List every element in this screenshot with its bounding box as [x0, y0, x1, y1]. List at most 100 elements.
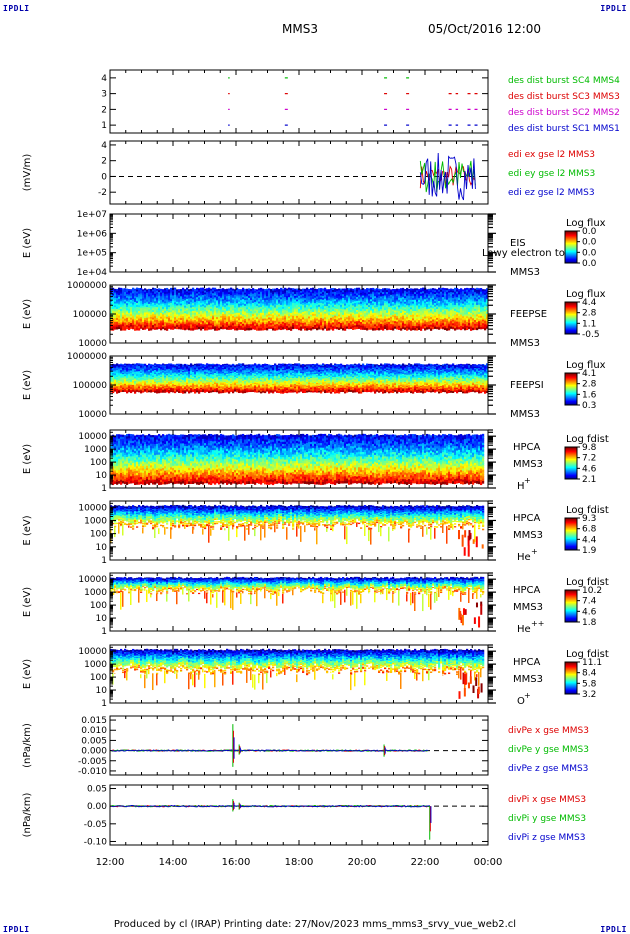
hpca_h-colorbar	[564, 446, 580, 480]
hpca_o-colorbar-tick: 8.4	[582, 669, 597, 679]
feepse-instrument-label: FEEPSE	[510, 309, 547, 320]
hpca_he-spectrogram	[110, 504, 485, 557]
hpca_h-instrument-label: HPCA	[513, 442, 541, 453]
divpe-ytick-label: 0.010	[81, 726, 107, 736]
burst-ytick-label: 2	[101, 105, 107, 115]
eis-spacecraft-label: MMS3	[510, 267, 540, 278]
divpe-frame	[109, 715, 489, 776]
edi-ytick-label: 2	[101, 157, 107, 167]
hpca_o-colorbar	[564, 661, 580, 695]
feepse-colorbar-tick: 4.4	[582, 298, 597, 308]
feepsi-ylabel: E (eV)	[22, 370, 33, 400]
hpca_he-ylabel: E (eV)	[22, 515, 33, 545]
hpca_hepp-spacecraft-label: MMS3	[513, 602, 543, 613]
hpca_he-colorbar-title: Log fdist	[566, 505, 609, 516]
edi-ytick-label: 4	[101, 141, 107, 151]
hpca_o-colorbar-tick: 5.8	[582, 679, 597, 689]
hpca_o-colorbar-title: Log fdist	[566, 649, 609, 660]
hpca_he-colorbar-tick: 6.8	[582, 525, 597, 535]
feepse-spacecraft-label: MMS3	[510, 338, 540, 349]
divpe-legend-3: divPe z gse MMS3	[508, 764, 588, 774]
feepse-colorbar	[564, 301, 580, 335]
hpca_h-ytick-label: 10	[96, 471, 108, 481]
eis-colorbar-tick: 0.0	[582, 248, 597, 258]
spacecraft-title: MMS3	[282, 22, 318, 36]
eis-colorbar-tick: 0.0	[582, 259, 597, 269]
divpe-ytick-label: 0.000	[81, 747, 107, 757]
divpi-legend-3: divPi z gse MMS3	[508, 833, 585, 843]
feepsi-ytick-label: 1000000	[67, 352, 107, 362]
eis-overlay-text: Lowy electron to	[482, 248, 565, 259]
hpca_hepp-spectrogram	[110, 576, 485, 628]
hpca_he-ytick-label: 100	[90, 530, 107, 540]
divpi-ytick-label: 0.00	[87, 802, 107, 812]
burst-legend-2: des dist burst SC2 MMS2	[508, 108, 620, 118]
hpca_he-colorbar-tick: 1.9	[582, 546, 597, 556]
feepse-ylabel: E (eV)	[22, 299, 33, 329]
hpca_h-spectrogram	[110, 433, 485, 486]
divpe-legend-1: divPe x gse MMS3	[508, 726, 589, 736]
burst-ytick-label: 1	[101, 121, 107, 131]
edi-legend-3: edi ez gse l2 MMS3	[508, 188, 595, 198]
feepse-colorbar-tick: -0.5	[582, 330, 600, 340]
divpe-ytick-label: 0.005	[81, 736, 107, 746]
eis-colorbar	[564, 230, 580, 264]
hpca_hepp-instrument-label: HPCA	[513, 585, 541, 596]
hpca_hepp-colorbar-tick: 1.8	[582, 618, 597, 628]
burst-ytick-label: 3	[101, 90, 107, 100]
hpca_o-colorbar-tick: 11.1	[582, 658, 602, 668]
hpca_hepp-ytick-label: 10000	[78, 575, 107, 585]
hpca_he-species-label: He	[517, 552, 531, 563]
divpe-ytick-label: -0.005	[78, 757, 107, 767]
eis-ytick-label: 1e+06	[77, 229, 108, 239]
feepsi-instrument-label: FEEPSI	[510, 380, 544, 391]
divpi-ytick-label: -0.10	[84, 837, 108, 847]
feepsi-colorbar-tick: 1.6	[582, 390, 597, 400]
edi-legend-1: edi ex gse l2 MMS3	[508, 150, 595, 160]
eis-ylabel: E (eV)	[22, 228, 33, 258]
eis-instrument-label: EIS	[510, 238, 526, 249]
burst-legend-3: des dist burst SC3 MMS3	[508, 92, 620, 102]
divpe-ytick-label: 0.015	[81, 716, 107, 726]
footer-credit: Produced by cl (IRAP) Printing date: 27/…	[0, 919, 630, 930]
ipdli-mark-top-left: IPDLI	[3, 4, 30, 13]
hpca_hepp-colorbar-tick: 7.4	[582, 597, 597, 607]
x-axis-tick-label: 22:00	[411, 857, 440, 868]
hpca_h-colorbar-tick: 2.1	[582, 475, 596, 485]
feepse-ytick-label: 100000	[73, 310, 108, 320]
datetime-title: 05/Oct/2016 12:00	[428, 22, 541, 36]
edi-ytick-label: -2	[98, 188, 107, 198]
hpca_o-ytick-label: 10	[96, 686, 108, 696]
hpca_o-instrument-label: HPCA	[513, 657, 541, 668]
feepsi-colorbar-tick: 2.8	[582, 380, 597, 390]
hpca_h-ytick-label: 1	[101, 484, 107, 494]
eis-colorbar-tick: 0.0	[582, 227, 597, 237]
hpca_h-colorbar-tick: 7.2	[582, 454, 596, 464]
x-axis-tick-label: 20:00	[348, 857, 377, 868]
hpca_he-colorbar	[564, 517, 580, 551]
divpe-series	[111, 724, 429, 767]
hpca_o-ytick-label: 1	[101, 699, 107, 709]
divpi-legend-2: divPi y gse MMS3	[508, 814, 586, 824]
feepse-ytick-label: 10000	[78, 339, 107, 349]
hpca_he-ytick-label: 1	[101, 556, 107, 566]
divpi-ytick-label: 0.05	[87, 785, 107, 795]
feepse-colorbar-tick: 1.1	[582, 319, 596, 329]
divpi-legend-1: divPi x gse MMS3	[508, 795, 586, 805]
divpi-ytick-label: -0.05	[84, 820, 107, 830]
hpca_h-ylabel: E (eV)	[22, 444, 33, 474]
hpca_he-spacecraft-label: MMS3	[513, 530, 543, 541]
hpca_h-ytick-label: 1000	[84, 445, 107, 455]
burst-legend-4: des dist burst SC4 MMS4	[508, 76, 620, 86]
edi-series	[419, 152, 476, 201]
burst-frame	[109, 69, 489, 134]
hpca_o-ylabel: E (eV)	[22, 659, 33, 689]
feepse-colorbar-title: Log flux	[566, 289, 606, 300]
hpca_hepp-ytick-label: 10	[96, 614, 108, 624]
eis-colorbar-title: Log flux	[566, 218, 606, 229]
feepsi-colorbar-tick: 4.1	[582, 369, 596, 379]
divpi-ylabel: (nPa/km)	[22, 793, 33, 838]
hpca_hepp-ytick-label: 1000	[84, 588, 107, 598]
hpca_o-ytick-label: 1000	[84, 660, 107, 670]
eis-ytick-label: 1e+05	[77, 249, 107, 259]
